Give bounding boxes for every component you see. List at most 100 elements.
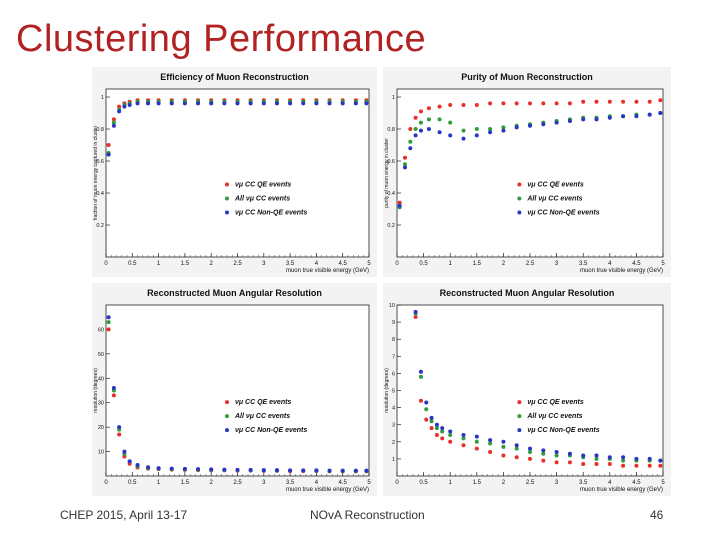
- data-point: [418, 374, 423, 379]
- data-point: [274, 468, 279, 473]
- data-point: [488, 127, 493, 131]
- data-point: [541, 448, 546, 453]
- data-point: [581, 99, 586, 104]
- x-axis-label: muon true visible energy (GeV): [580, 268, 663, 274]
- y-axis-label: resolution (degrees): [384, 368, 390, 413]
- data-point: [418, 120, 423, 125]
- data-point: [440, 426, 445, 431]
- data-point: [567, 460, 572, 465]
- x-tick-label: 2: [210, 480, 214, 486]
- data-point: [581, 453, 586, 458]
- data-point: [461, 136, 466, 141]
- data-point: [634, 463, 639, 468]
- data-point: [528, 123, 532, 128]
- data-point: [528, 450, 532, 455]
- data-point: [634, 456, 639, 461]
- y-tick-label: 0.4: [387, 191, 395, 197]
- data-point: [647, 463, 652, 468]
- data-point: [424, 407, 429, 412]
- data-point: [122, 104, 127, 109]
- x-tick-label: 0: [104, 261, 108, 267]
- y-tick-label: 2: [392, 440, 395, 446]
- data-point: [106, 320, 111, 325]
- data-point: [106, 152, 111, 157]
- data-point: [106, 315, 111, 320]
- data-point: [106, 327, 111, 332]
- data-point: [501, 125, 506, 130]
- data-point: [117, 432, 122, 437]
- legend-marker: [517, 182, 522, 187]
- legend-marker: [224, 182, 229, 187]
- data-point: [607, 115, 612, 120]
- data-point: [301, 101, 306, 106]
- data-point: [156, 101, 161, 106]
- data-point: [111, 120, 116, 125]
- data-point: [209, 467, 214, 472]
- data-point: [514, 455, 519, 460]
- data-point: [658, 98, 663, 103]
- data-point: [135, 463, 140, 468]
- data-point: [461, 443, 466, 448]
- data-point: [461, 128, 466, 133]
- data-point: [402, 155, 407, 160]
- data-point: [634, 99, 639, 104]
- x-axis-label: muon true visible energy (GeV): [580, 487, 663, 493]
- data-point: [634, 114, 639, 119]
- data-point: [182, 466, 187, 471]
- data-point: [437, 130, 442, 135]
- data-point: [437, 117, 442, 122]
- x-tick-label: 2.5: [233, 480, 242, 486]
- data-point: [248, 101, 253, 106]
- y-tick-label: 0.6: [96, 159, 104, 165]
- data-point: [528, 446, 532, 451]
- data-point: [111, 393, 116, 398]
- x-tick-label: 1.5: [473, 480, 482, 486]
- data-point: [541, 458, 546, 463]
- x-tick-label: 1.5: [473, 261, 482, 267]
- data-point: [581, 117, 586, 122]
- data-point: [426, 127, 431, 131]
- x-tick-label: 3: [555, 480, 559, 486]
- y-tick-label: 40: [98, 376, 104, 382]
- x-tick-label: 0: [395, 261, 399, 267]
- x-tick-label: 2: [502, 480, 506, 486]
- data-point: [594, 117, 599, 122]
- x-tick-label: 4: [608, 261, 612, 267]
- legend-marker: [517, 414, 522, 419]
- x-tick-label: 3: [555, 261, 559, 267]
- y-tick-label: 8: [392, 337, 395, 343]
- data-point: [364, 468, 369, 473]
- legend-marker: [224, 414, 229, 419]
- data-point: [474, 103, 479, 107]
- x-tick-label: 1: [157, 480, 161, 486]
- legend-label: νμ CC QE events: [235, 181, 291, 188]
- efficiency-chart-panel: Efficiency of Muon Reconstruction fractio…: [92, 67, 377, 277]
- x-tick-label: 1: [157, 261, 161, 267]
- y-tick-label: 6: [392, 371, 395, 377]
- plot-frame: [105, 88, 370, 258]
- data-point: [408, 146, 413, 151]
- x-tick-label: 2: [210, 261, 214, 267]
- data-point: [364, 101, 369, 106]
- data-point: [288, 101, 293, 106]
- data-point: [413, 314, 418, 319]
- y-tick-label: 4: [392, 406, 395, 412]
- x-tick-label: 0.5: [128, 480, 137, 486]
- data-point: [461, 436, 466, 441]
- legend-label: All νμ CC events: [234, 195, 290, 202]
- y-tick-label: 0.2: [387, 223, 395, 229]
- data-point: [658, 463, 663, 468]
- legend-label: νμ CC QE events: [527, 399, 583, 406]
- data-point: [429, 419, 434, 424]
- data-point: [397, 203, 402, 208]
- y-tick-label: 1: [392, 95, 395, 101]
- data-point: [647, 99, 652, 104]
- y-tick-label: 10: [389, 303, 395, 309]
- data-point: [607, 99, 612, 104]
- data-point: [647, 456, 652, 461]
- angular-resolution-chart: Reconstructed Muon Angular Resolution res…: [93, 288, 371, 493]
- data-point: [528, 101, 532, 106]
- data-point: [222, 467, 227, 472]
- legend-marker: [224, 428, 229, 433]
- data-point: [448, 120, 453, 125]
